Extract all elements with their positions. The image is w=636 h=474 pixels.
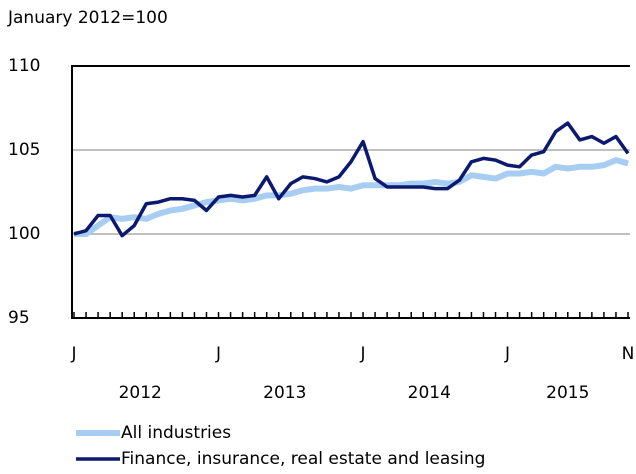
y-tick-label: 105: [8, 140, 40, 160]
chart-subtitle: January 2012=100: [7, 8, 168, 28]
y-tick-label: 95: [8, 308, 30, 328]
y-tick-label: 100: [8, 224, 40, 244]
x-tick-label: J: [215, 344, 221, 364]
year-label: 2015: [546, 383, 589, 403]
legend-label: Finance, insurance, real estate and leas…: [121, 449, 485, 469]
axis-frame: [71, 65, 630, 319]
series-line: [74, 157, 629, 237]
y-tick-label: 110: [8, 56, 40, 76]
series-line: [73, 121, 630, 238]
x-tick-label: J: [70, 344, 76, 364]
year-label: 2014: [408, 383, 451, 403]
x-tick-label: J: [360, 344, 366, 364]
x-tick-label: N: [622, 344, 635, 364]
year-label: 2012: [119, 383, 162, 403]
x-tick-label: J: [504, 344, 510, 364]
legend-label: All industries: [121, 423, 231, 443]
year-label: 2013: [263, 383, 306, 403]
